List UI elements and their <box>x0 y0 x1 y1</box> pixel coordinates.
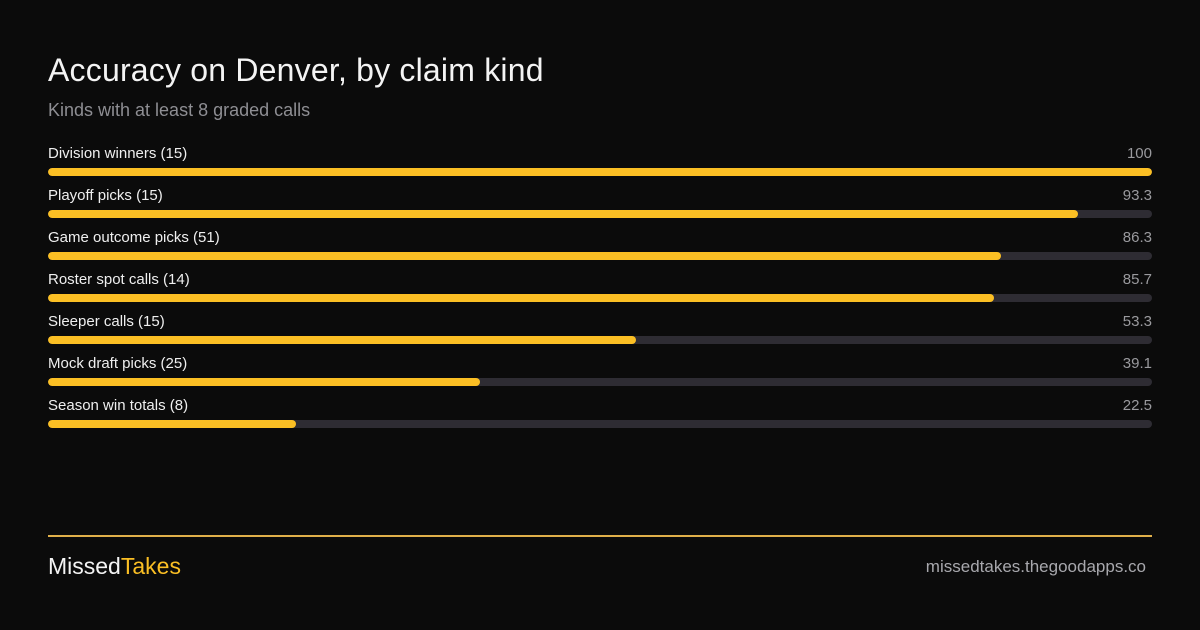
bar-value-label: 22.5 <box>1122 397 1152 414</box>
bar-label: Roster spot calls (14) <box>48 271 190 288</box>
bar-label: Division winners (15) <box>48 145 188 162</box>
chart-title: Accuracy on Denver, by claim kind <box>48 52 544 88</box>
bar-row: Playoff picks (15) 93.3 <box>48 186 1152 228</box>
bar-track <box>48 252 1152 260</box>
bar-label: Season win totals (8) <box>48 397 189 414</box>
bar-row: Season win totals (8) 22.5 <box>48 396 1152 438</box>
brand-name-part2: Takes <box>120 553 181 579</box>
bar-value-label: 85.7 <box>1122 271 1152 288</box>
site-url: missedtakes.thegoodapps.co <box>925 557 1146 576</box>
bar-value-label: 39.1 <box>1122 355 1152 372</box>
bar-row: Mock draft picks (25) 39.1 <box>48 354 1152 396</box>
bar-label: Sleeper calls (15) <box>48 313 165 330</box>
bar-value-label: 93.3 <box>1122 187 1152 204</box>
bar <box>48 420 296 428</box>
bar-row: Division winners (15) 100 <box>48 144 1152 186</box>
bar-label: Game outcome picks (51) <box>48 229 220 246</box>
footer-divider <box>48 535 1152 537</box>
bar-row: Roster spot calls (14) 85.7 <box>48 270 1152 312</box>
bar-value-label: 86.3 <box>1122 229 1152 246</box>
bar-track <box>48 294 1152 302</box>
bar <box>48 336 636 344</box>
bar <box>48 210 1078 218</box>
bar-row: Game outcome picks (51) 86.3 <box>48 228 1152 270</box>
chart-subtitle: Kinds with at least 8 graded calls <box>48 100 311 120</box>
brand-name-part1: Missed <box>48 553 121 579</box>
bar <box>48 252 1001 260</box>
bar-track <box>48 378 1152 386</box>
bar-label: Mock draft picks (25) <box>48 355 188 372</box>
bar-track <box>48 420 1152 428</box>
bar-track <box>48 168 1152 176</box>
bar-track <box>48 210 1152 218</box>
bar-label: Playoff picks (15) <box>48 187 163 204</box>
bar-track <box>48 336 1152 344</box>
brand-logo: MissedTakes <box>48 553 181 580</box>
bar-chart: Division winners (15) 100 Playoff picks (1… <box>48 144 1152 438</box>
bar-row: Sleeper calls (15) 53.3 <box>48 312 1152 354</box>
bar <box>48 294 994 302</box>
bar-value-label: 100 <box>1126 145 1152 162</box>
bar <box>48 378 480 386</box>
bar-value-label: 53.3 <box>1122 313 1152 330</box>
bar <box>48 168 1152 176</box>
